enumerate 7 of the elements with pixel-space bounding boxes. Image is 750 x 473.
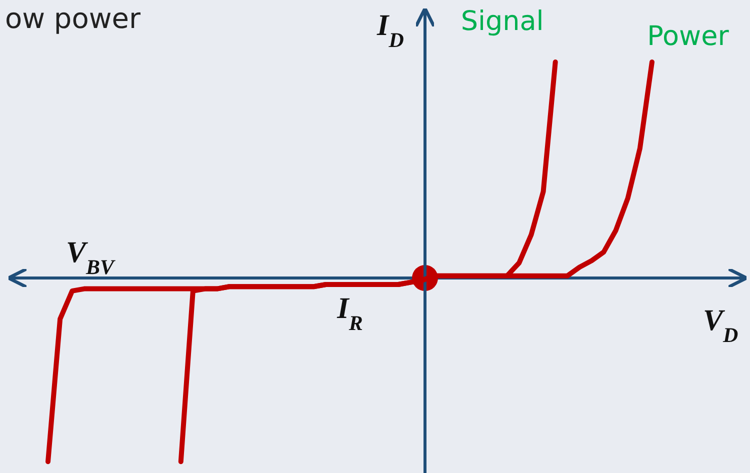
x-axis-title: V$_{D}$ [703,304,738,347]
y-axis-title: I$_{D}$ [376,9,404,52]
annotation: V$_{BV}$ [66,236,116,279]
series-label: Signal [460,6,544,37]
annotation: I$_{R}$ [336,292,363,335]
series-label: Power [647,21,730,52]
chart-title: ow power [5,2,141,35]
